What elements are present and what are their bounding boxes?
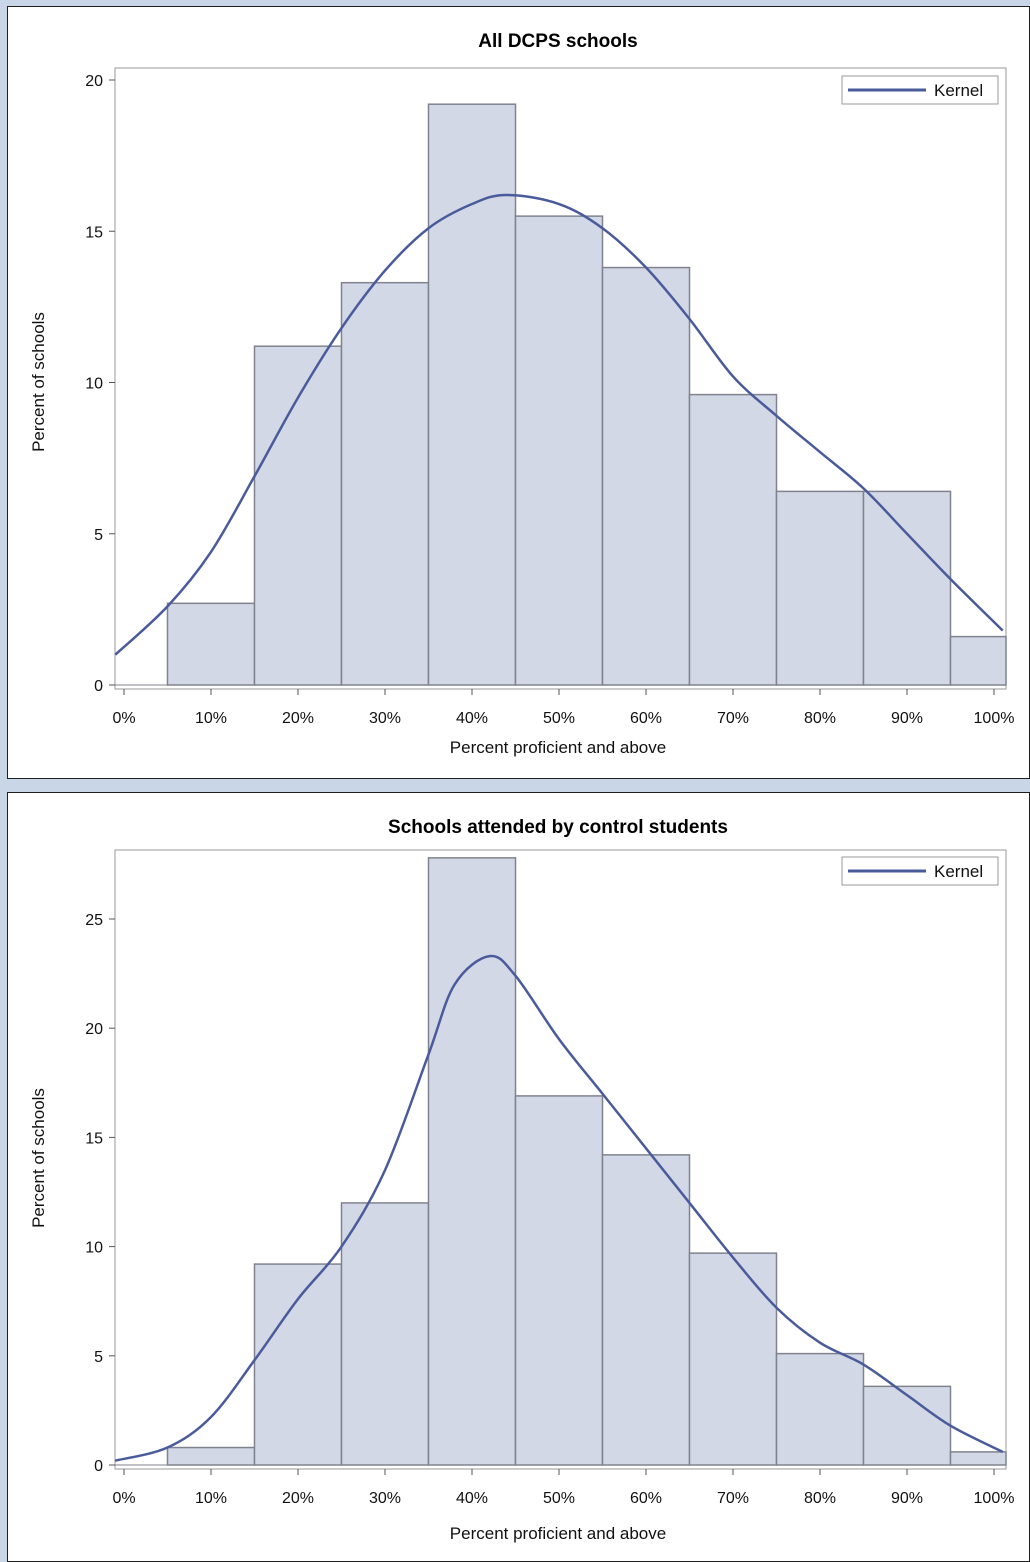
- kernel-curve: [114, 954, 1004, 1462]
- y-tick-label: 25: [85, 912, 103, 929]
- y-tick-label: 10: [85, 1240, 103, 1257]
- x-tick-label: 70%: [717, 710, 749, 727]
- x-tick-label: 30%: [369, 1490, 401, 1507]
- y-tick-label: 10: [85, 376, 103, 393]
- legend: Kernel: [841, 856, 999, 886]
- histogram-bar: [253, 345, 343, 686]
- x-tick-label: 10%: [195, 1490, 227, 1507]
- y-axis-label: Percent of schools: [29, 312, 48, 452]
- x-tick-label: 40%: [456, 710, 488, 727]
- histogram-bar: [166, 602, 256, 686]
- y-tick-label: 5: [94, 527, 103, 544]
- x-tick-label: 0%: [112, 1490, 135, 1507]
- histogram-bar: [340, 1202, 430, 1466]
- chart-title: All DCPS schools: [478, 31, 637, 52]
- legend: Kernel: [841, 75, 999, 105]
- chart-panel-all-dcps: All DCPS schools Percent of schools Perc…: [7, 6, 1030, 779]
- x-tick-label: 20%: [282, 710, 314, 727]
- legend-kernel-label: Kernel: [934, 81, 983, 100]
- histogram-bar: [514, 215, 604, 686]
- x-tick-label: 50%: [543, 1490, 575, 1507]
- plot-frame: [114, 67, 1007, 690]
- chart-panel-control-students: Schools attended by control students Per…: [7, 792, 1030, 1562]
- x-ticks-group: 0% 10% 20% 30% 40% 50% 60% 70% 80% 90% 100%: [112, 1469, 1014, 1507]
- histogram-bar: [862, 1385, 952, 1466]
- histogram-bar: [427, 857, 517, 1466]
- bars-group: [115, 857, 1007, 1466]
- histogram-bar: [340, 281, 430, 686]
- x-tick-label: 10%: [195, 710, 227, 727]
- legend-kernel-label: Kernel: [934, 862, 983, 881]
- x-tick-label: 70%: [717, 1490, 749, 1507]
- y-ticks-group: 0 5 10 15 20: [85, 73, 115, 695]
- x-tick-label: 60%: [630, 1490, 662, 1507]
- y-tick-label: 0: [94, 678, 103, 695]
- y-tick-label: 0: [94, 1458, 103, 1475]
- y-axis-label: Percent of schools: [29, 1088, 48, 1228]
- histogram-bar: [862, 490, 952, 686]
- histogram-bar: [775, 490, 865, 686]
- kernel-curve-group: [114, 193, 1004, 656]
- x-tick-label: 80%: [804, 710, 836, 727]
- kernel-curve: [114, 193, 1004, 656]
- bars-group: [115, 103, 1007, 686]
- x-tick-label: 90%: [891, 710, 923, 727]
- x-axis-label: Percent proficient and above: [450, 738, 666, 757]
- x-tick-label: 100%: [974, 710, 1015, 727]
- y-tick-label: 20: [85, 1021, 103, 1038]
- x-ticks-group: 0% 10% 20% 30% 40% 50% 60% 70% 80% 90% 100%: [112, 689, 1014, 727]
- histogram-bar: [949, 635, 1007, 686]
- histogram-bar: [166, 1446, 256, 1466]
- histogram-bar: [601, 266, 691, 686]
- x-tick-label: 100%: [974, 1490, 1015, 1507]
- x-tick-label: 80%: [804, 1490, 836, 1507]
- x-tick-label: 20%: [282, 1490, 314, 1507]
- chart-svg-control-students: Schools attended by control students Per…: [29, 817, 1014, 1543]
- x-tick-label: 0%: [112, 710, 135, 727]
- x-tick-label: 90%: [891, 1490, 923, 1507]
- histogram-bar: [253, 1263, 343, 1466]
- plot-frame: [114, 849, 1007, 1470]
- y-tick-label: 15: [85, 1130, 103, 1147]
- histogram-bar: [688, 393, 778, 686]
- histogram-bar: [949, 1451, 1007, 1466]
- x-tick-label: 40%: [456, 1490, 488, 1507]
- y-ticks-group: 0 5 10 15 20 25: [85, 912, 115, 1475]
- y-tick-label: 20: [85, 73, 103, 90]
- kernel-curve-group: [114, 954, 1004, 1462]
- x-tick-label: 50%: [543, 710, 575, 727]
- x-axis-label: Percent proficient and above: [450, 1524, 666, 1543]
- x-tick-label: 30%: [369, 710, 401, 727]
- y-tick-label: 15: [85, 224, 103, 241]
- chart-svg-all-dcps: All DCPS schools Percent of schools Perc…: [29, 31, 1014, 757]
- y-tick-label: 5: [94, 1349, 103, 1366]
- histogram-bar: [427, 103, 517, 686]
- histogram-bar: [688, 1252, 778, 1466]
- x-tick-label: 60%: [630, 710, 662, 727]
- histogram-bar: [514, 1095, 604, 1466]
- histogram-bar: [601, 1154, 691, 1466]
- chart-title: Schools attended by control students: [388, 817, 728, 838]
- histogram-bar: [775, 1352, 865, 1466]
